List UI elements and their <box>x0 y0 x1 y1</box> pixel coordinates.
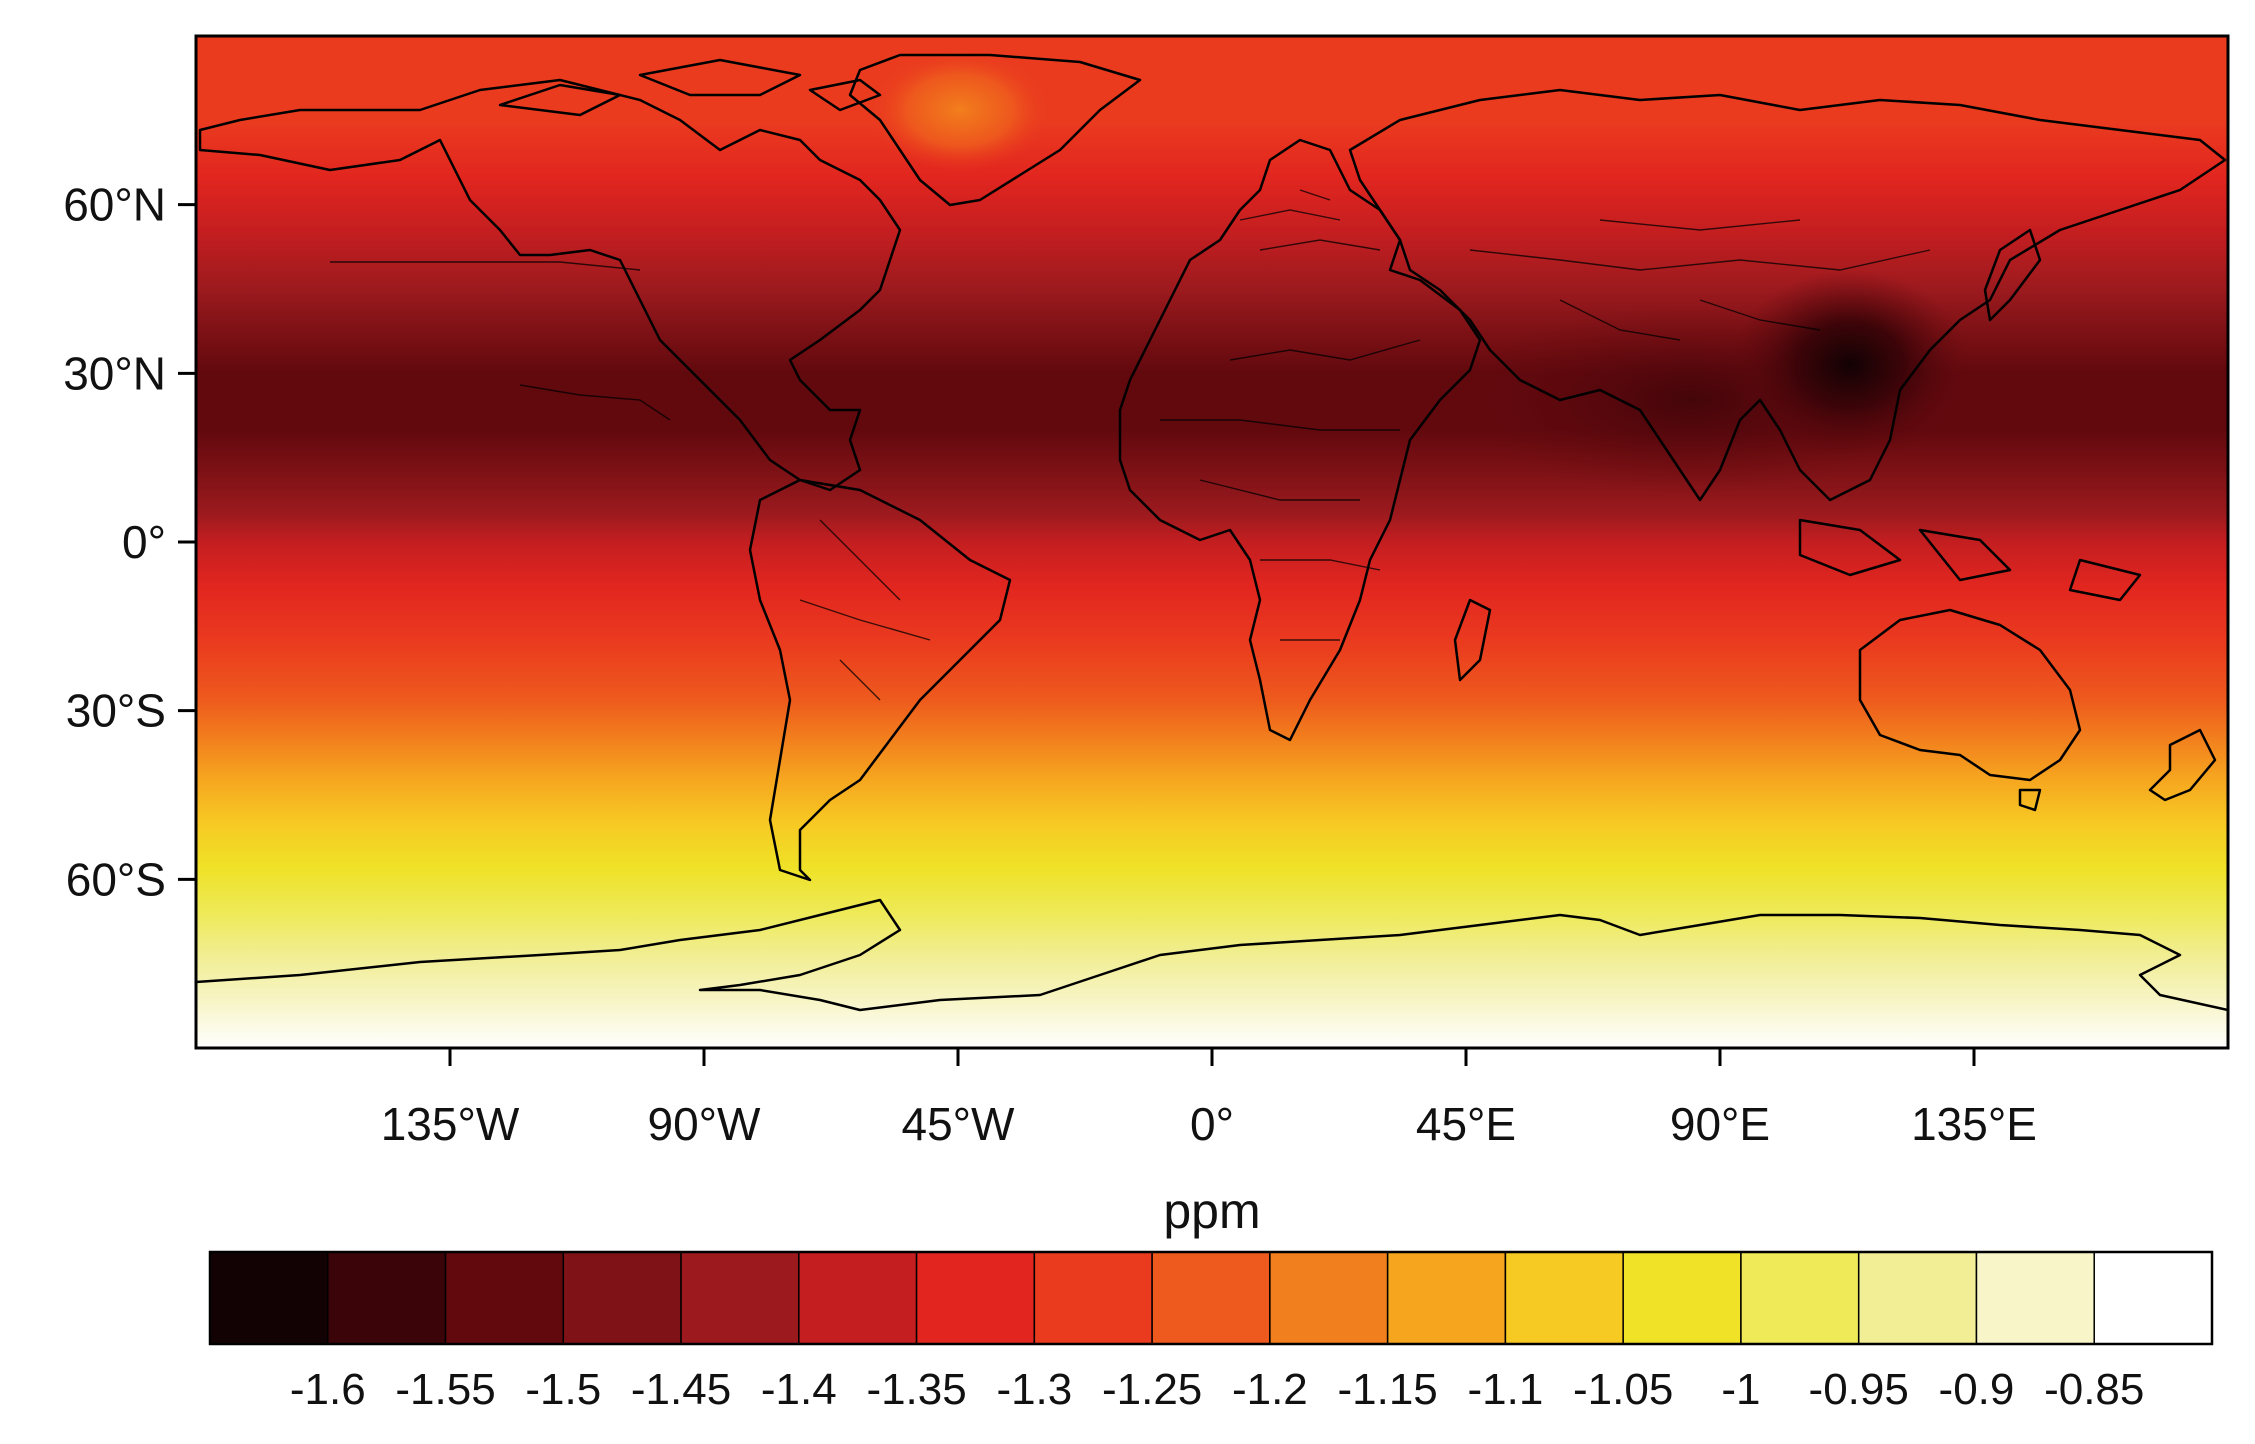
africa-borders <box>1160 339 1421 641</box>
unit-label: ppm <box>1163 1183 1260 1239</box>
colorbar-swatch <box>2093 1251 2213 1345</box>
colorbar-swatch <box>1033 1251 1153 1345</box>
canadian-arctic-islands <box>498 58 882 117</box>
maritime-southeast-asia <box>1798 518 2142 602</box>
colorbar-label: -1.5 <box>525 1365 601 1414</box>
colorbar-swatch <box>1151 1251 1271 1345</box>
colorbar-label: -1.35 <box>866 1365 966 1414</box>
longitude-tick-label: 135°W <box>381 1098 520 1150</box>
colorbar-label: -1.05 <box>1573 1365 1673 1414</box>
colorbar: -1.6 -1.55 -1.5 -1.45 -1.4 -1.35 -1.3 -1.25 -1.2… <box>208 1250 2214 1414</box>
colorbar-swatch <box>680 1251 800 1345</box>
country-borders <box>330 189 1931 701</box>
north-america-coastline <box>198 78 902 492</box>
japan-coastline <box>1983 228 2042 322</box>
colorbar-label: -1.6 <box>290 1365 366 1414</box>
map-panel: 60°N 30°N 0° 30°S 60°S 135°W 90°W 45°W 0° 45°E 90… <box>63 34 2230 1239</box>
colorbar-label: -1 <box>1721 1365 1760 1414</box>
us-mexico-border <box>519 384 671 421</box>
madagascar-coastline <box>1453 598 1492 682</box>
colorbar-label: -1.3 <box>996 1365 1072 1414</box>
anomaly-eastern-china <box>1730 270 1970 460</box>
colorbar-label: -0.9 <box>1939 1365 2015 1414</box>
colorbar-swatch <box>1269 1251 1389 1345</box>
colorbar-swatch <box>1386 1251 1507 1345</box>
longitude-tick-label: 45°E <box>1416 1098 1516 1150</box>
colorbar-frame <box>208 1250 2214 1346</box>
colorbar-label: -1.2 <box>1232 1365 1308 1414</box>
longitude-axis: 135°W 90°W 45°W 0° 45°E 90°E 135°E <box>381 1048 2037 1150</box>
colorbar-label: -1.55 <box>395 1365 495 1414</box>
colorbar-swatch <box>327 1251 447 1345</box>
longitude-tick-label: 90°W <box>648 1098 762 1150</box>
concentration-field <box>196 36 2228 1048</box>
colorbar-label: -1.4 <box>761 1365 837 1414</box>
europe-africa-coastline <box>1118 138 1482 742</box>
colorbar-swatch <box>1740 1251 1860 1345</box>
south-america-coastline <box>748 478 1012 882</box>
colorbar-swatch <box>562 1251 682 1345</box>
colorbar-swatch <box>209 1251 329 1345</box>
latitude-tick-label: 60°N <box>63 179 166 231</box>
colorbar-swatch <box>915 1251 1036 1345</box>
greenland-coastline <box>848 53 1142 207</box>
longitude-tick-label: 90°E <box>1670 1098 1770 1150</box>
latitude-tick-label: 60°S <box>66 853 166 905</box>
colorbar-swatch <box>1857 1251 1978 1345</box>
latitude-tick-label: 30°S <box>66 685 166 737</box>
south-america-borders <box>799 519 931 701</box>
tasmania-coastline <box>2018 788 2042 812</box>
colorbar-swatch <box>444 1251 565 1345</box>
longitude-tick-label: 45°W <box>902 1098 1016 1150</box>
latitude-tick-label: 30°N <box>63 347 166 399</box>
colorbar-label: -0.95 <box>1809 1365 1909 1414</box>
asia-borders <box>1469 219 1931 341</box>
latitude-axis: 60°N 30°N 0° 30°S 60°S <box>63 179 196 905</box>
asia-coastline <box>1348 88 2227 502</box>
colorbar-swatch <box>1622 1251 1742 1345</box>
colorbar-swatch <box>1504 1251 1624 1345</box>
latitude-tick-label: 0° <box>122 516 166 568</box>
colorbar-label: -1.45 <box>631 1365 731 1414</box>
europe-borders <box>1239 189 1381 251</box>
colorbar-label: -1.1 <box>1467 1365 1543 1414</box>
colorbar-swatch <box>798 1251 918 1345</box>
australia-coastline <box>1858 608 2082 782</box>
antarctica-coastline <box>196 898 2228 1012</box>
colorbar-label: -1.25 <box>1102 1365 1202 1414</box>
longitude-tick-label: 135°E <box>1911 1098 2037 1150</box>
colorbar-label: -0.85 <box>2044 1365 2144 1414</box>
coastlines <box>196 53 2228 1012</box>
colorbar-label: -1.15 <box>1337 1365 1437 1414</box>
longitude-tick-label: 0° <box>1190 1098 1234 1150</box>
us-canada-border <box>330 261 641 271</box>
new-zealand-coastline <box>2148 728 2217 802</box>
anomaly-greenland <box>870 50 1050 170</box>
colorbar-swatch <box>1975 1251 2095 1345</box>
